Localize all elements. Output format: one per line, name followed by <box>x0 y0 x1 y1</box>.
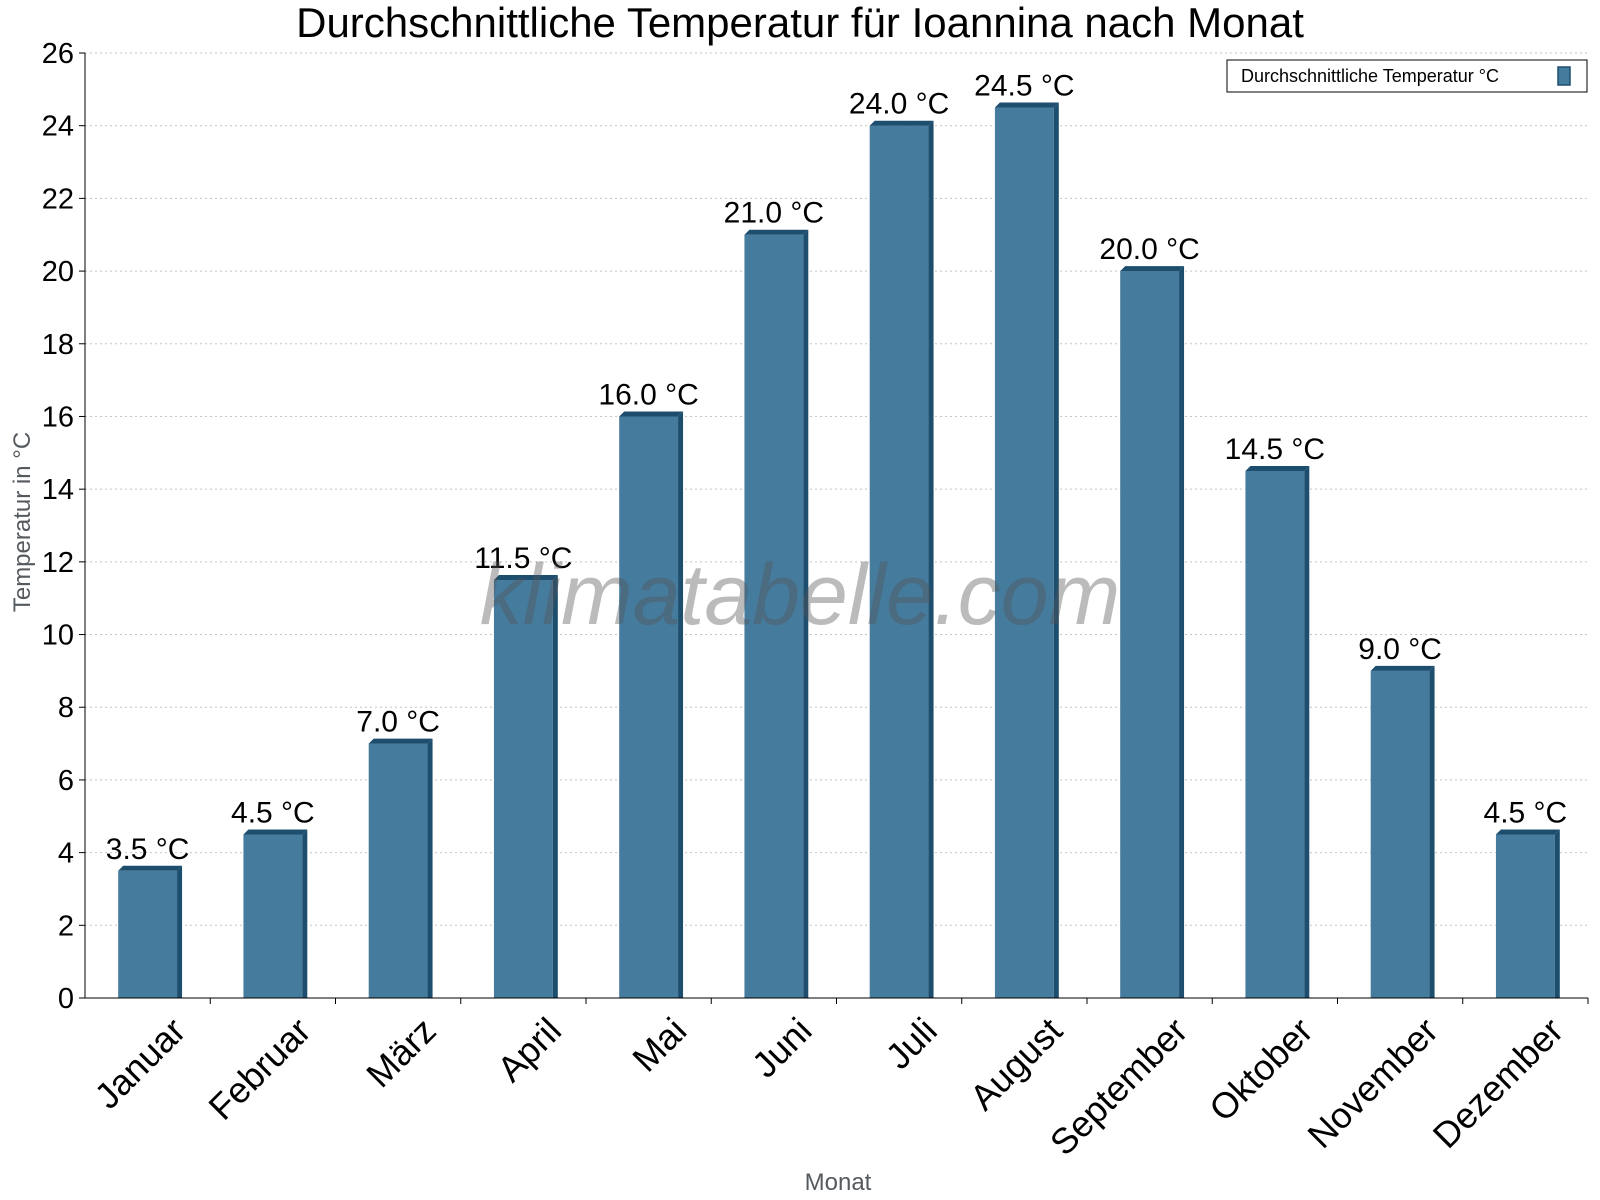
x-tick-label: September <box>1042 1010 1196 1164</box>
bar-top-face <box>619 411 684 417</box>
x-tick-label: Juli <box>878 1010 945 1077</box>
x-tick-label: Oktober <box>1201 1010 1321 1130</box>
bar-side-face <box>1554 829 1560 998</box>
bar-value-label: 24.0 °C <box>849 88 949 121</box>
bar-value-labels: 3.5 °C 4.5 °C 7.0 °C 11.5 °C 16.0 °C 21.0 °C 2… <box>106 70 1567 866</box>
bar <box>243 834 303 998</box>
bar <box>619 416 679 998</box>
bar-side-face <box>928 120 934 998</box>
bar <box>1245 470 1305 998</box>
bar-top-face <box>243 829 308 835</box>
x-axis-title: Monat <box>805 1169 872 1196</box>
bar-value-label: 16.0 °C <box>598 378 698 411</box>
bar-side-face <box>427 738 433 998</box>
bar-side-face <box>302 829 308 998</box>
watermark: klimatabelle.com <box>480 547 1120 643</box>
bar <box>493 580 553 998</box>
bar-value-label: 21.0 °C <box>724 197 824 230</box>
y-tick-label: 20 <box>42 256 74 288</box>
y-tick-label: 2 <box>58 910 74 942</box>
bar-value-label: 3.5 °C <box>106 833 190 866</box>
bar-value-label: 11.5 °C <box>474 542 572 575</box>
bar-top-face <box>368 738 433 744</box>
bar-value-label: 4.5 °C <box>1484 796 1568 829</box>
bar-top-face <box>1370 665 1435 671</box>
x-tick-label: November <box>1299 1010 1445 1156</box>
y-tick-label: 10 <box>42 620 74 652</box>
y-tick-label: 16 <box>42 401 74 433</box>
bar <box>744 234 804 998</box>
bar-top-face <box>869 120 934 126</box>
bar-value-label: 14.5 °C <box>1225 433 1325 466</box>
bar-value-label: 7.0 °C <box>356 706 440 739</box>
legend-box <box>1226 59 1588 93</box>
legend-swatch <box>1557 66 1571 86</box>
bar <box>368 743 428 998</box>
chart-title: Durchschnittliche Temperatur für Ioannin… <box>296 0 1304 46</box>
y-axis-title: Temperatur in °C <box>9 432 36 612</box>
bar <box>994 107 1054 999</box>
x-tick-label: Mai <box>624 1010 694 1080</box>
bar <box>1495 834 1555 998</box>
y-tick-label: 22 <box>42 183 74 215</box>
y-tick-label: 4 <box>58 838 74 870</box>
bar-side-face <box>1053 102 1059 999</box>
legend-entry-label: Durchschnittliche Temperatur °C <box>1241 66 1499 86</box>
x-tick-label: Februar <box>200 1010 318 1128</box>
bar <box>118 870 178 998</box>
y-tick-label: 12 <box>42 547 74 579</box>
bar-side-face <box>678 411 684 998</box>
bar <box>869 125 929 998</box>
bar-value-label: 24.5 °C <box>974 70 1074 103</box>
x-tick-label: August <box>962 1010 1070 1118</box>
bar <box>1120 271 1180 999</box>
bar-top-face <box>744 229 809 235</box>
bar-top-face <box>118 865 183 871</box>
bar-top-face <box>994 102 1059 108</box>
bar-side-face <box>803 229 809 998</box>
bar-top-face <box>493 575 558 581</box>
x-tick-label: April <box>489 1010 569 1090</box>
x-tick-label: Januar <box>86 1010 193 1117</box>
bar-top-face <box>1120 266 1185 272</box>
bar-top-face <box>1495 829 1560 835</box>
y-tick-label: 6 <box>58 765 74 797</box>
y-tick-label: 0 <box>58 983 74 1015</box>
bars <box>118 102 1560 999</box>
y-tick-label: 26 <box>42 38 74 70</box>
y-tick-label: 14 <box>42 474 74 506</box>
x-tick-label: März <box>358 1010 444 1096</box>
bar-side-face <box>552 575 558 998</box>
x-tick-labels: Januar Februar März April Mai Juni Juli AugustS… <box>86 1010 1571 1164</box>
legend: Durchschnittliche Temperatur °C <box>1226 59 1588 93</box>
y-tick-label: 24 <box>42 111 74 143</box>
bar-value-label: 20.0 °C <box>1099 233 1199 266</box>
y-tick-label: 8 <box>58 692 74 724</box>
grid-lines <box>85 52 1588 926</box>
x-tick-label: Dezember <box>1425 1010 1571 1156</box>
axes <box>79 52 1589 1004</box>
bar-side-face <box>177 865 183 998</box>
bar-top-face <box>1245 465 1310 471</box>
bar-side-face <box>1179 266 1185 999</box>
x-tick-label: Juni <box>744 1010 820 1086</box>
bar-value-label: 4.5 °C <box>231 796 315 829</box>
bar-side-face <box>1429 665 1435 998</box>
bar-value-label: 9.0 °C <box>1358 633 1442 666</box>
bar-side-face <box>1304 465 1310 998</box>
bar <box>1370 670 1430 998</box>
y-tick-label: 18 <box>42 329 74 361</box>
